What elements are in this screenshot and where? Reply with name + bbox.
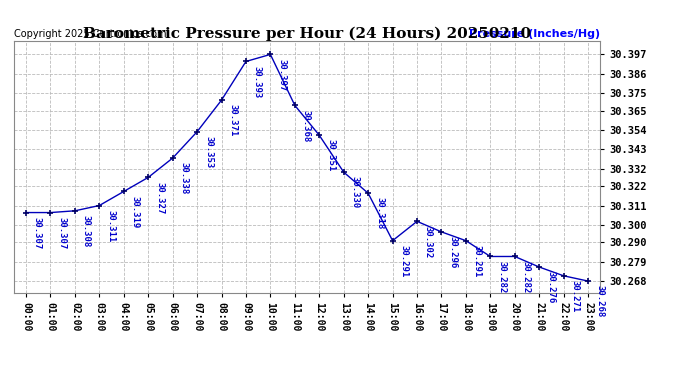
Text: 30.338: 30.338: [179, 162, 188, 195]
Text: 30.296: 30.296: [448, 236, 457, 268]
Title: Barometric Pressure per Hour (24 Hours) 20250210: Barometric Pressure per Hour (24 Hours) …: [83, 27, 531, 41]
Text: 30.319: 30.319: [130, 196, 139, 228]
Text: 30.397: 30.397: [277, 58, 286, 91]
Text: 30.302: 30.302: [424, 225, 433, 258]
Text: 30.268: 30.268: [595, 285, 604, 318]
Text: 30.282: 30.282: [522, 261, 531, 293]
Text: 30.368: 30.368: [302, 110, 310, 142]
Text: Copyright 2025 Curtronics.com: Copyright 2025 Curtronics.com: [14, 29, 166, 39]
Text: 30.271: 30.271: [571, 280, 580, 312]
Text: 30.318: 30.318: [375, 197, 384, 230]
Text: 30.282: 30.282: [497, 261, 506, 293]
Text: 30.307: 30.307: [57, 217, 66, 249]
Text: 30.351: 30.351: [326, 140, 335, 172]
Text: 30.291: 30.291: [473, 245, 482, 277]
Text: Pressure (Inches/Hg): Pressure (Inches/Hg): [469, 29, 600, 39]
Text: 30.371: 30.371: [228, 104, 237, 136]
Text: 30.276: 30.276: [546, 271, 555, 303]
Text: 30.291: 30.291: [400, 245, 408, 277]
Text: 30.393: 30.393: [253, 66, 262, 98]
Text: 30.308: 30.308: [82, 215, 91, 247]
Text: 30.327: 30.327: [155, 182, 164, 214]
Text: 30.330: 30.330: [351, 176, 359, 209]
Text: 30.311: 30.311: [106, 210, 115, 242]
Text: 30.353: 30.353: [204, 136, 213, 168]
Text: 30.307: 30.307: [33, 217, 42, 249]
